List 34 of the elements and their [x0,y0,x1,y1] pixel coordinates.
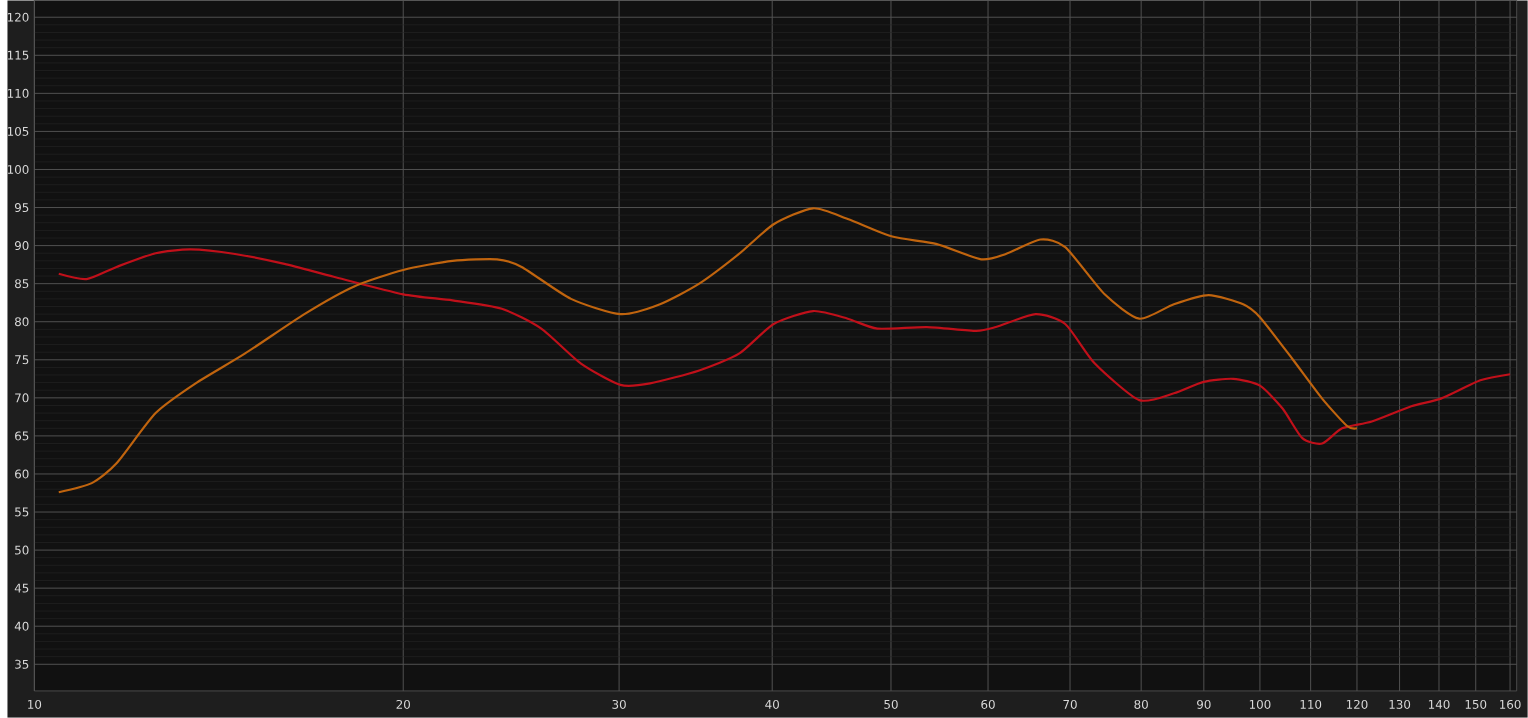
x-tick-label: 60 [981,700,995,709]
x-tick-label: 110 [1300,700,1322,709]
x-tick-label: 90 [1197,700,1211,709]
y-tick-label: 80 [15,317,29,327]
y-tick-label: 55 [15,507,29,517]
y-tick-label: 65 [15,431,29,441]
x-tick-label: 130 [1389,700,1411,709]
y-tick-label: 95 [14,203,29,213]
x-tick-label: 150 [1465,700,1487,709]
y-tick-label: 115 [7,50,29,60]
x-tick-label: 40 [765,700,779,709]
y-tick-label: 50 [15,545,29,555]
x-tick-label: 30 [612,700,626,709]
y-tick-label: 70 [15,393,29,403]
x-tick-label: 100 [1249,700,1271,709]
x-tick-label: 160 [1500,700,1521,709]
y-tick-label: 100 [7,165,29,175]
y-tick-label: 40 [14,621,29,631]
x-tick-label: 120 [1346,700,1368,709]
y-tick-label: 110 [7,88,29,98]
x-tick-label: 70 [1063,700,1077,709]
y-tick-label: 75 [15,355,29,365]
y-tick-label: 120 [7,12,29,22]
x-tick-label: 20 [396,700,410,709]
x-tick-label: 80 [1134,700,1148,709]
x-tick-label: 10 [28,700,42,709]
y-tick-label: 105 [7,127,29,137]
x-tick-label: 140 [1428,700,1450,709]
y-tick-label: 60 [15,469,29,479]
x-tick-label: 50 [884,700,898,709]
y-tick-label: 85 [15,279,29,289]
y-tick-label: 90 [14,241,29,251]
y-tick-label: 45 [14,583,29,593]
y-tick-label: 35 [15,659,29,669]
